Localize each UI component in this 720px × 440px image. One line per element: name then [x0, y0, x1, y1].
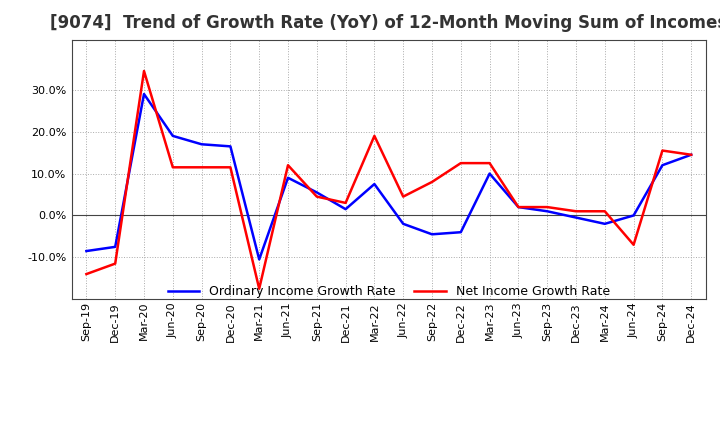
Net Income Growth Rate [341, 200, 350, 205]
Ordinary Income Growth Rate [168, 133, 177, 139]
Net Income Growth Rate [255, 286, 264, 291]
Ordinary Income Growth Rate [255, 257, 264, 262]
Net Income Growth Rate [456, 161, 465, 166]
Net Income Growth Rate [485, 161, 494, 166]
Net Income Growth Rate [543, 205, 552, 210]
Net Income Growth Rate [514, 205, 523, 210]
Net Income Growth Rate [629, 242, 638, 247]
Ordinary Income Growth Rate [399, 221, 408, 227]
Ordinary Income Growth Rate [197, 142, 206, 147]
Ordinary Income Growth Rate [370, 181, 379, 187]
Ordinary Income Growth Rate [284, 175, 292, 180]
Net Income Growth Rate [82, 271, 91, 277]
Net Income Growth Rate [168, 165, 177, 170]
Ordinary Income Growth Rate [140, 92, 148, 97]
Net Income Growth Rate [658, 148, 667, 153]
Title: [9074]  Trend of Growth Rate (YoY) of 12-Month Moving Sum of Incomes: [9074] Trend of Growth Rate (YoY) of 12-… [50, 15, 720, 33]
Net Income Growth Rate [197, 165, 206, 170]
Net Income Growth Rate [687, 152, 696, 158]
Net Income Growth Rate [370, 133, 379, 139]
Ordinary Income Growth Rate [600, 221, 609, 227]
Ordinary Income Growth Rate [572, 215, 580, 220]
Ordinary Income Growth Rate [226, 144, 235, 149]
Ordinary Income Growth Rate [111, 244, 120, 249]
Line: Ordinary Income Growth Rate: Ordinary Income Growth Rate [86, 94, 691, 260]
Line: Net Income Growth Rate: Net Income Growth Rate [86, 71, 691, 289]
Ordinary Income Growth Rate [456, 230, 465, 235]
Net Income Growth Rate [140, 68, 148, 73]
Net Income Growth Rate [226, 165, 235, 170]
Ordinary Income Growth Rate [543, 209, 552, 214]
Ordinary Income Growth Rate [341, 206, 350, 212]
Net Income Growth Rate [284, 162, 292, 168]
Ordinary Income Growth Rate [514, 205, 523, 210]
Net Income Growth Rate [572, 209, 580, 214]
Net Income Growth Rate [600, 209, 609, 214]
Ordinary Income Growth Rate [485, 171, 494, 176]
Net Income Growth Rate [428, 180, 436, 185]
Ordinary Income Growth Rate [428, 231, 436, 237]
Ordinary Income Growth Rate [658, 162, 667, 168]
Ordinary Income Growth Rate [312, 190, 321, 195]
Ordinary Income Growth Rate [82, 249, 91, 254]
Net Income Growth Rate [111, 261, 120, 266]
Ordinary Income Growth Rate [629, 213, 638, 218]
Legend: Ordinary Income Growth Rate, Net Income Growth Rate: Ordinary Income Growth Rate, Net Income … [168, 285, 610, 298]
Ordinary Income Growth Rate [687, 152, 696, 158]
Net Income Growth Rate [399, 194, 408, 199]
Net Income Growth Rate [312, 194, 321, 199]
